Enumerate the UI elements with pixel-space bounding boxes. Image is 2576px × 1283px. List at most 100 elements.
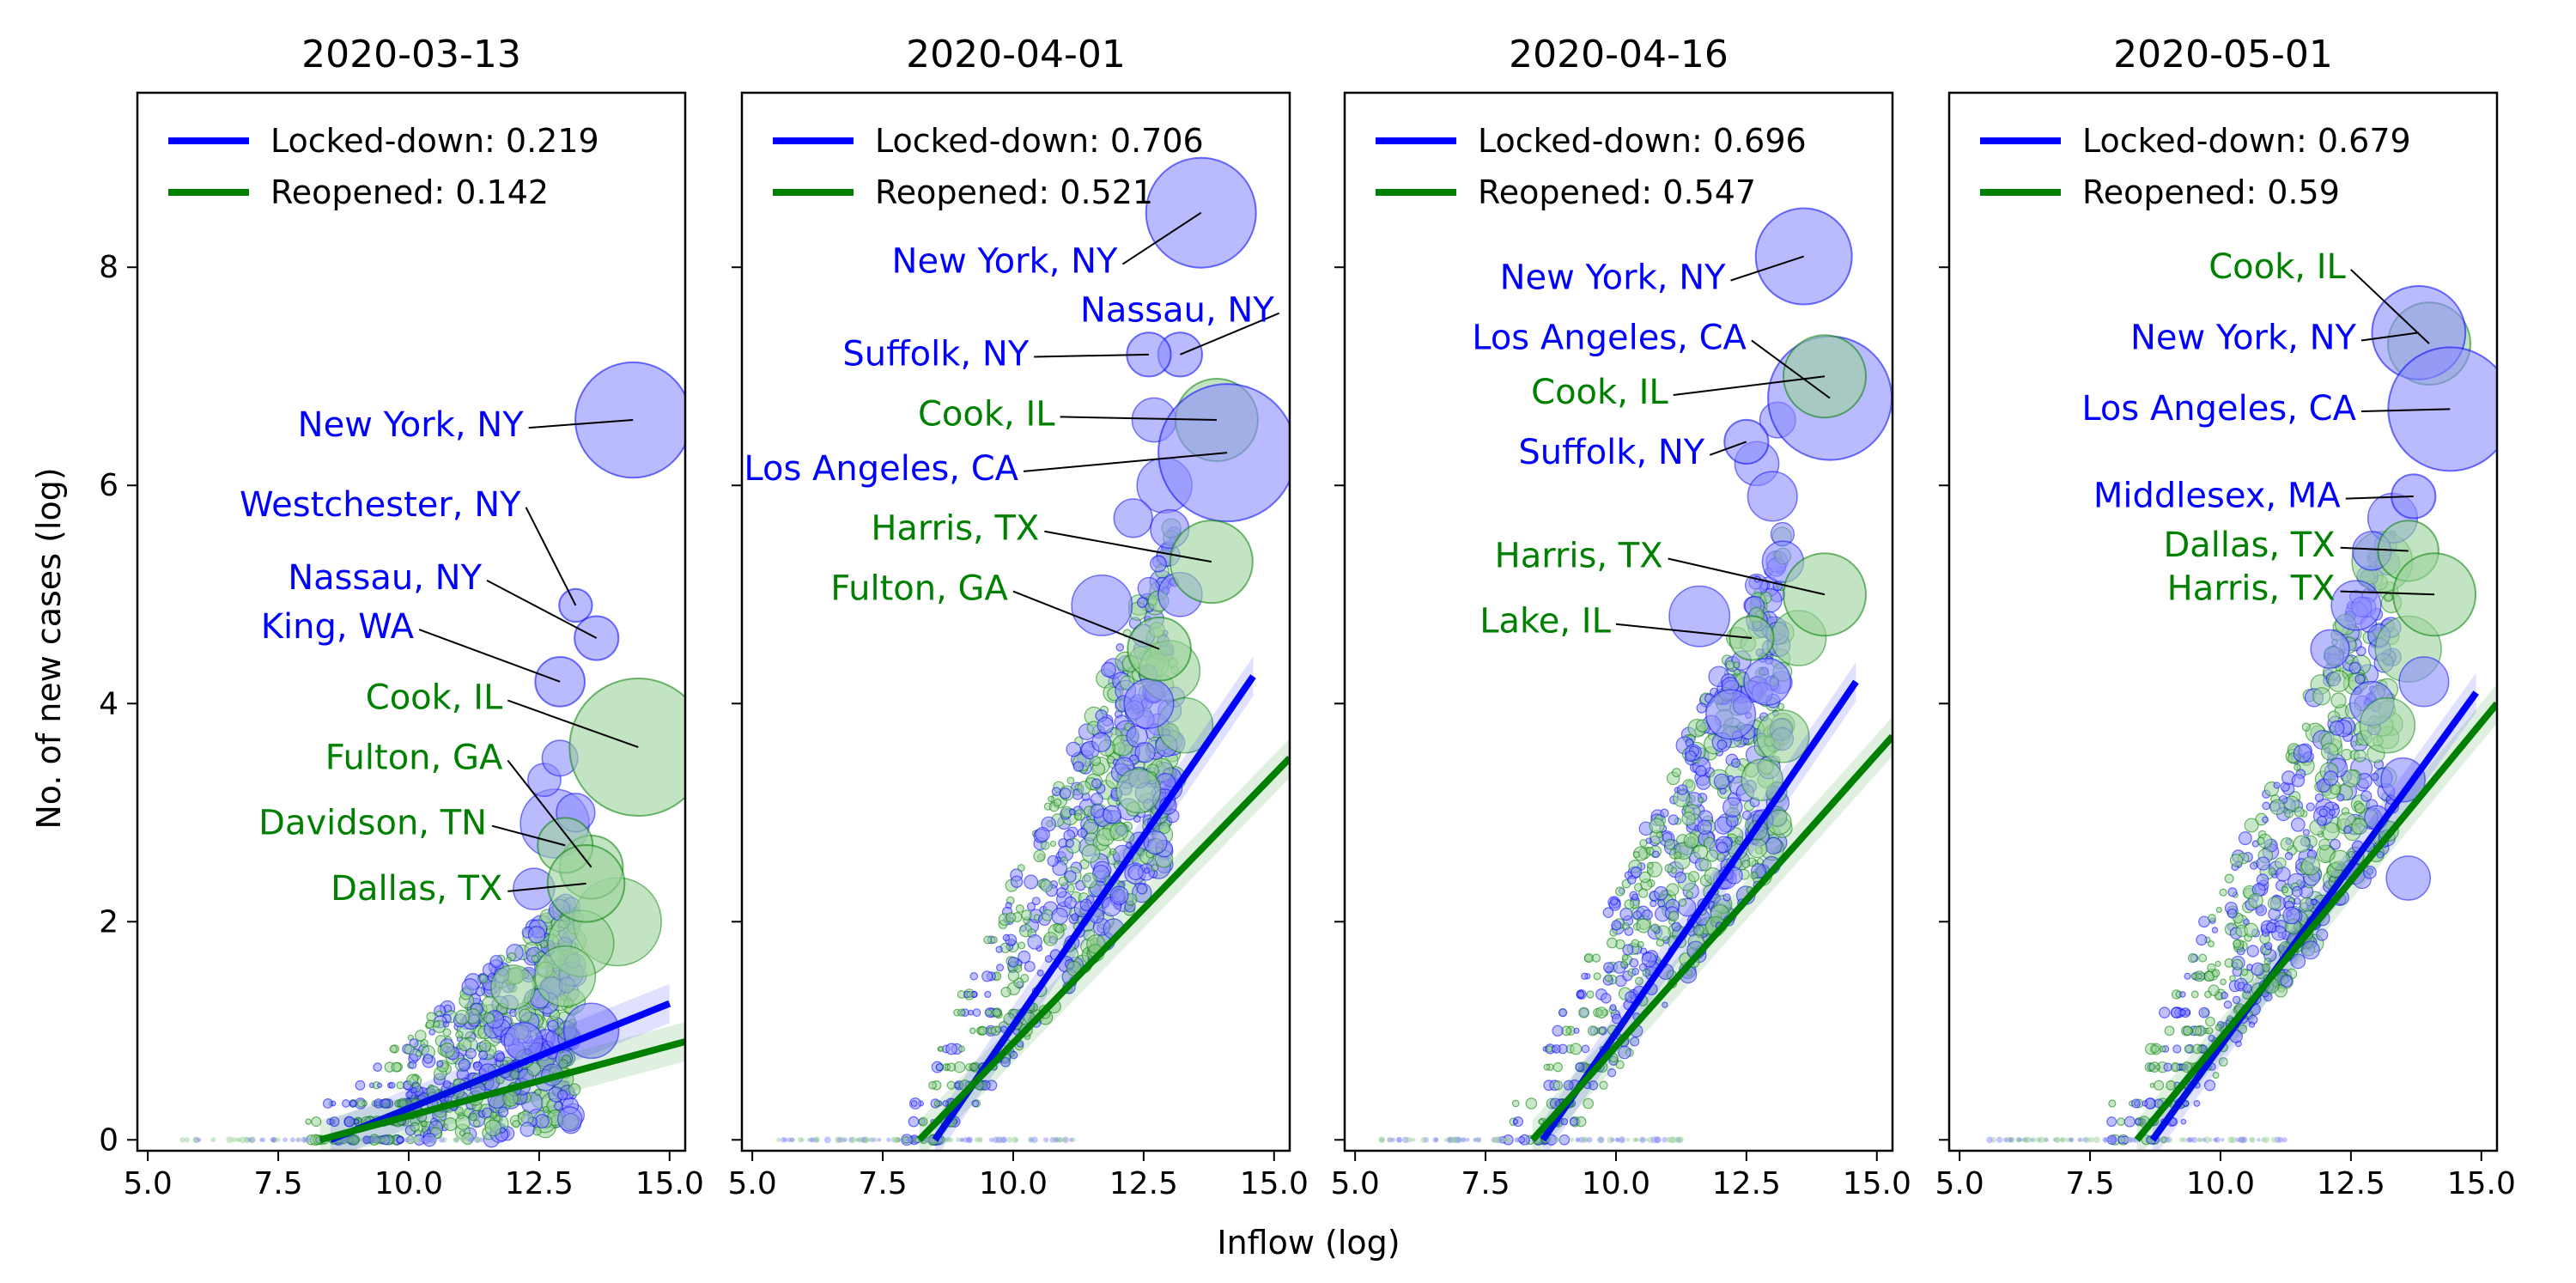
data-point (1033, 849, 1046, 863)
data-point (415, 1030, 427, 1042)
data-point (988, 1137, 994, 1143)
data-point (1058, 876, 1068, 886)
data-point (2293, 763, 2301, 771)
data-point (412, 1137, 419, 1143)
data-point (442, 1028, 452, 1037)
county-label: Fulton, GA (830, 569, 1008, 609)
data-point (518, 1008, 532, 1023)
leader-line (1023, 452, 1228, 472)
axes-frame (1947, 91, 2499, 1152)
data-point (2077, 1137, 2082, 1142)
data-point (1591, 953, 1601, 963)
data-point (1000, 987, 1012, 998)
data-point (1511, 1099, 1520, 1108)
bubble (2398, 656, 2450, 708)
data-point (1538, 1118, 1545, 1125)
leader-line (507, 882, 586, 892)
data-point (455, 1115, 471, 1130)
data-point (2262, 816, 2269, 824)
data-point (469, 1112, 477, 1122)
data-point (1090, 804, 1105, 818)
data-point (2221, 991, 2229, 1000)
data-point (1632, 910, 1643, 920)
data-point (555, 1026, 563, 1036)
data-point (1610, 897, 1619, 906)
data-point (2284, 852, 2293, 860)
data-point (2227, 908, 2238, 919)
data-point (1015, 904, 1024, 914)
data-point (890, 1136, 896, 1143)
data-point (1101, 661, 1116, 678)
bubble (1741, 758, 1783, 801)
county-label: Dallas, TX (331, 869, 502, 909)
data-point (984, 990, 992, 999)
data-point (968, 1009, 974, 1016)
data-point (1583, 1098, 1595, 1110)
data-point (410, 1122, 420, 1133)
leader-line (418, 629, 561, 683)
legend-label: Reopened: 0.59 (2082, 173, 2340, 211)
data-point (1051, 907, 1069, 925)
data-point (396, 1136, 404, 1144)
data-point (460, 1137, 465, 1143)
data-point (2231, 958, 2244, 970)
data-point (2159, 1006, 2171, 1018)
data-point (2256, 856, 2270, 871)
x-tick-label: 12.5 (1712, 1166, 1781, 1201)
data-point (1576, 990, 1585, 999)
data-point (2108, 1099, 2117, 1108)
data-point (1598, 1136, 1605, 1144)
data-point (442, 1079, 452, 1089)
data-point (420, 1039, 428, 1048)
data-point (2240, 968, 2249, 976)
bubble (1115, 768, 1162, 814)
county-label: Westchester, NY (240, 485, 521, 525)
data-point (2269, 799, 2286, 815)
x-tick-label: 10.0 (374, 1166, 443, 1201)
x-tick-label: 15.0 (635, 1166, 704, 1201)
data-point (1611, 920, 1622, 931)
data-point (1668, 910, 1680, 922)
data-point (408, 1061, 417, 1070)
bubble (1743, 657, 1792, 706)
data-point (1493, 1136, 1501, 1144)
data-point (2275, 857, 2287, 869)
data-point (1024, 960, 1036, 972)
data-point (2221, 1138, 2225, 1142)
data-point (2314, 793, 2324, 803)
data-point (433, 1020, 440, 1028)
data-point (1570, 1043, 1583, 1055)
data-point (2118, 1136, 2125, 1143)
data-point (886, 1137, 891, 1142)
data-point (1610, 1137, 1615, 1142)
data-point (1672, 768, 1681, 778)
data-point (2257, 1138, 2261, 1142)
data-point (184, 1137, 191, 1143)
data-point (2329, 721, 2345, 736)
data-point (2323, 770, 2339, 787)
data-point (2336, 794, 2345, 802)
data-point (226, 1136, 234, 1144)
data-point (1996, 1136, 2003, 1143)
data-point (1465, 1137, 1470, 1142)
data-point (2223, 1000, 2233, 1009)
data-point (1570, 1137, 1575, 1142)
data-point (1150, 555, 1167, 573)
bubble (2330, 580, 2382, 631)
leader-line (1034, 353, 1149, 358)
data-point (2065, 1137, 2071, 1143)
data-point (489, 954, 503, 968)
data-point (981, 970, 993, 982)
bubble (1756, 709, 1810, 763)
data-point (2293, 806, 2305, 818)
fit-line (1529, 733, 1893, 1142)
data-point (440, 1043, 455, 1058)
data-point (938, 1045, 945, 1052)
data-point (1650, 1136, 1658, 1144)
data-point (1014, 1138, 1018, 1142)
leader-line (1730, 255, 1805, 282)
county-label: Los Angeles, CA (1472, 318, 1747, 357)
data-point (790, 1137, 795, 1143)
data-point (1396, 1137, 1402, 1143)
leader-line (1709, 441, 1747, 456)
